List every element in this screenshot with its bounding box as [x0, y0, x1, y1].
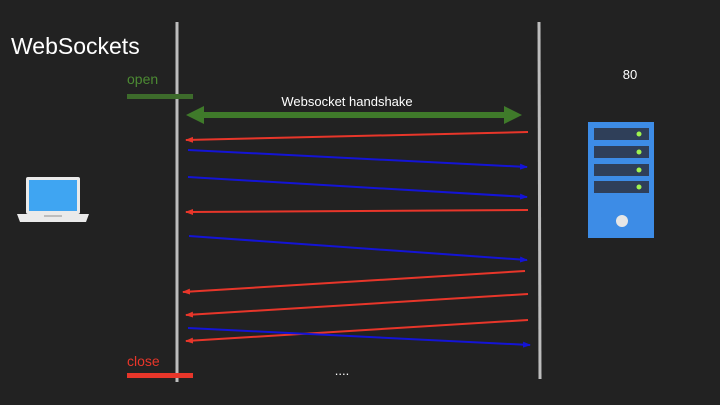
server-to-client-arrow — [185, 208, 529, 215]
message-arrows — [182, 131, 531, 348]
slide-title: WebSockets — [11, 33, 140, 59]
ellipsis-text: .... — [335, 363, 349, 378]
port-label: 80 — [623, 67, 637, 82]
close-label: close — [127, 353, 160, 369]
handshake-label: Websocket handshake — [281, 94, 412, 109]
server-to-client-arrow — [185, 319, 529, 344]
close-marker — [127, 373, 193, 378]
client-to-server-arrow — [187, 327, 531, 348]
open-marker — [127, 94, 193, 99]
client-to-server-arrow — [187, 176, 528, 200]
server-to-client-arrow — [182, 270, 526, 295]
server-to-client-arrow — [185, 293, 529, 318]
open-label: open — [127, 71, 158, 87]
client-to-server-arrow — [188, 235, 528, 263]
server-to-client-arrow — [185, 131, 529, 143]
client-to-server-arrow — [187, 149, 528, 170]
laptop-icon — [17, 177, 89, 222]
server-lifeline — [537, 21, 542, 380]
handshake-arrow — [186, 106, 522, 124]
server-icon — [588, 122, 654, 238]
